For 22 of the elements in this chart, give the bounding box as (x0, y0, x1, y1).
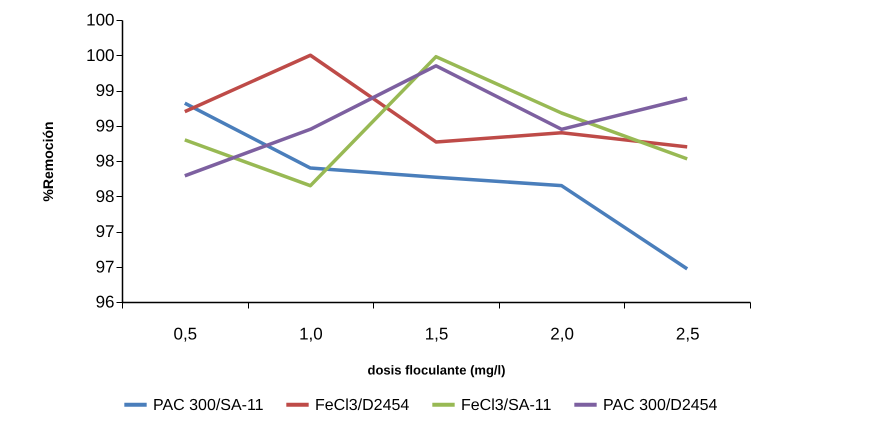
y-tick-label: 97 (96, 222, 114, 241)
y-tick-label: 98 (96, 152, 114, 170)
legend-label: PAC 300/SA-11 (153, 396, 264, 414)
y-tick-label: 97 (96, 257, 114, 276)
x-axis-title: dosis floculante (mg/l) (368, 362, 506, 378)
y-tick-label: 96 (96, 292, 114, 312)
line-series (183, 54, 689, 149)
y-tick-label: 98 (96, 186, 114, 206)
legend-label: FeCl3/SA-11 (461, 396, 552, 414)
y-tick-label: 99 (96, 116, 114, 136)
y-axis-title: %Remoción (40, 121, 56, 202)
legend-label: PAC 300/D2454 (603, 396, 718, 414)
y-tick-label: 99 (96, 81, 114, 100)
legend-label: FeCl3/D2454 (315, 396, 410, 414)
y-tick-label: 100 (86, 46, 114, 65)
x-tick-label: 1,5 (424, 324, 448, 344)
line-series (183, 101, 689, 271)
x-tick-label: 0,5 (173, 324, 198, 344)
x-tick-label: 2,0 (550, 324, 574, 344)
x-tick-label: 2,5 (676, 324, 700, 344)
y-tick-label: 100 (86, 10, 114, 30)
x-tick-label: 1,0 (299, 324, 323, 344)
